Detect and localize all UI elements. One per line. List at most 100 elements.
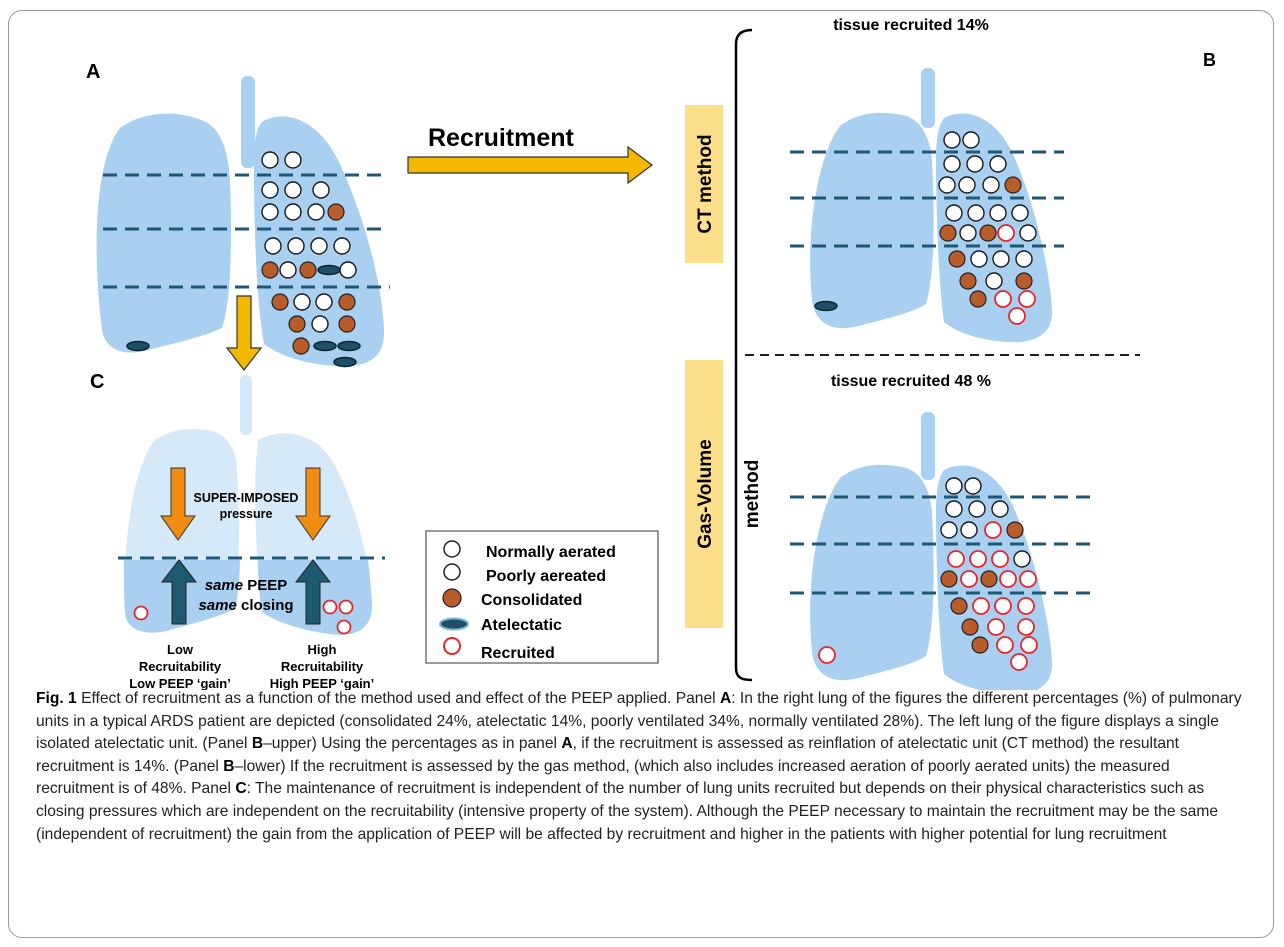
consolidated-unit	[1006, 521, 1024, 539]
aerated-unit	[310, 237, 328, 255]
consolidated-unit	[979, 224, 997, 242]
aerated-unit	[261, 181, 279, 199]
recruited-unit	[947, 550, 965, 568]
caption-panel-ref: C	[235, 780, 247, 798]
aerated-unit	[985, 272, 1003, 290]
high-label-2: Recruitability	[281, 659, 364, 674]
panel-b-bracket	[734, 28, 753, 682]
figure-caption: Fig. 1 Effect of recruitment as a functi…	[36, 688, 1251, 846]
aerated-unit	[962, 131, 980, 149]
aerated-unit	[333, 237, 351, 255]
consolidated-unit	[1015, 272, 1033, 290]
gas-title: tissue recruited 48 %	[831, 373, 991, 390]
panel-c-recruited-units	[133, 599, 354, 635]
aerated-unit	[284, 181, 302, 199]
aerated-unit	[945, 204, 963, 222]
recruited-unit	[133, 605, 149, 621]
recruited-unit	[972, 597, 990, 615]
caption-text: –upper) Using the percentages as in pane…	[263, 735, 562, 753]
legend-label: Recruited	[481, 645, 555, 662]
consolidated-unit	[939, 224, 957, 242]
aerated-unit	[311, 315, 329, 333]
consolidated-unit	[959, 272, 977, 290]
aerated-unit	[970, 250, 988, 268]
caption-text: , if the recruitment is assessed as rein…	[36, 735, 1180, 775]
caption-panel-ref: B	[223, 757, 235, 775]
gas-lungs	[810, 412, 1053, 690]
consolidated-unit	[971, 636, 989, 654]
recruitment-arrow	[407, 145, 653, 185]
aerated-unit	[315, 293, 333, 311]
consolidated-unit	[948, 250, 966, 268]
aerated-unit	[945, 500, 963, 518]
consolidated-unit	[327, 203, 345, 221]
recruited-unit	[994, 597, 1012, 615]
recruited-unit	[969, 550, 987, 568]
legend: Normally aerated Poorly aereated Consoli…	[425, 530, 659, 664]
legend-label: Normally aerated	[486, 544, 616, 561]
atelectatic-unit	[333, 356, 357, 368]
caption-panel-ref: A	[719, 690, 732, 707]
aerated-unit	[991, 500, 1009, 518]
aerated-unit	[967, 204, 985, 222]
aerated-unit	[968, 500, 986, 518]
high-label-1: High	[308, 642, 337, 657]
figure-frame	[8, 10, 1274, 938]
aerated-unit	[938, 176, 956, 194]
recruited-unit	[1010, 653, 1028, 671]
caption-panel-ref: A	[561, 735, 573, 753]
recruited-unit	[991, 550, 1009, 568]
gas-method-label-2: method	[742, 460, 763, 529]
ct-method-badge	[685, 105, 723, 263]
caption-text: Effect of recruitment as a function of t…	[76, 690, 720, 707]
consolidated-unit	[950, 597, 968, 615]
consolidated-unit	[292, 337, 310, 355]
atelectatic-unit	[337, 340, 361, 352]
aerated-unit	[1015, 250, 1033, 268]
super-imposed-label: SUPER-IMPOSED	[194, 491, 299, 505]
consolidated-unit	[338, 315, 356, 333]
caption-text: : The maintenance of recruitment is inde…	[36, 780, 1218, 843]
aerated-unit	[943, 155, 961, 173]
aerated-unit	[989, 155, 1007, 173]
consolidated-unit	[261, 261, 279, 279]
recruited-unit	[999, 570, 1017, 588]
aerated-unit	[1013, 550, 1031, 568]
teal-arrows	[160, 559, 332, 625]
panel-a-label: A	[86, 61, 100, 83]
legend-poor-icon	[443, 563, 461, 581]
gas-method-label: Gas-Volume	[695, 439, 716, 548]
same-peep-label: same PEEP	[205, 577, 288, 594]
ct-title: tissue recruited 14%	[833, 17, 989, 34]
low-label-1: Low	[167, 642, 194, 657]
aerated-unit	[992, 250, 1010, 268]
aerated-unit	[1019, 224, 1037, 242]
aerated-unit	[960, 521, 978, 539]
consolidated-unit	[961, 618, 979, 636]
caption-text: : In the right lung of the figures the d…	[36, 690, 1242, 753]
legend-atelectatic-icon	[439, 617, 469, 631]
recruited-unit	[338, 599, 354, 615]
low-label-3: Low PEEP ‘gain’	[129, 676, 231, 690]
consolidated-unit	[271, 293, 289, 311]
aerated-unit	[958, 176, 976, 194]
figure-artwork: A Recruitment C SUPER-IMPOSED	[86, 17, 1216, 690]
atelectatic-unit	[126, 340, 150, 352]
aerated-unit	[279, 261, 297, 279]
panel-a-units	[126, 151, 361, 368]
recruited-unit	[1017, 618, 1035, 636]
aerated-unit	[284, 151, 302, 169]
caption-text: –lower) If the recruitment is assessed b…	[36, 757, 1170, 798]
gas-dashed-lines	[790, 495, 1095, 595]
aerated-unit	[261, 203, 279, 221]
ct-lungs	[810, 68, 1053, 343]
aerated-unit	[940, 521, 958, 539]
atelectatic-unit	[814, 300, 838, 312]
panel-a-dashed-lines	[103, 173, 390, 289]
aerated-unit	[966, 155, 984, 173]
low-label-2: Recruitability	[139, 659, 222, 674]
aerated-unit	[945, 477, 963, 495]
ct-dashed-lines	[790, 150, 1064, 248]
aerated-unit	[307, 203, 325, 221]
aerated-unit	[264, 237, 282, 255]
